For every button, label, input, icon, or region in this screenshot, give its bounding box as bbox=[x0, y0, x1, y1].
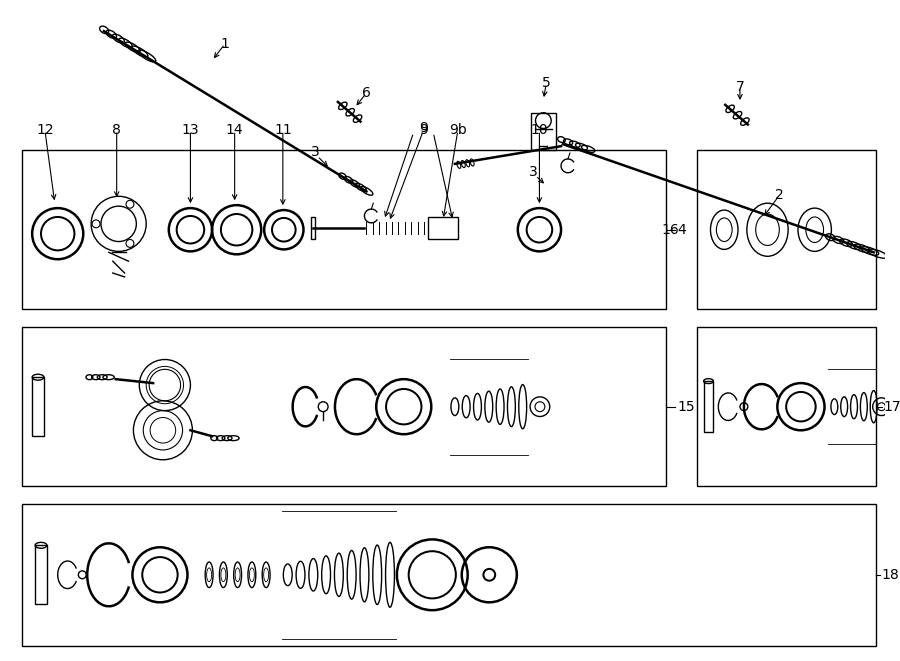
Text: 3: 3 bbox=[529, 165, 538, 178]
Text: 3: 3 bbox=[310, 145, 320, 159]
Bar bbox=[22, 327, 666, 486]
Bar bbox=[697, 327, 876, 486]
Bar bbox=[531, 113, 556, 150]
Bar bbox=[428, 217, 458, 239]
Bar bbox=[311, 217, 315, 239]
Bar bbox=[35, 545, 47, 604]
Text: 9: 9 bbox=[419, 124, 428, 137]
Text: 11: 11 bbox=[274, 124, 292, 137]
Text: 8: 8 bbox=[112, 124, 122, 137]
Text: 5: 5 bbox=[542, 76, 551, 91]
Text: 18: 18 bbox=[881, 568, 899, 582]
Text: 13: 13 bbox=[182, 124, 199, 137]
Text: 16: 16 bbox=[662, 223, 679, 237]
Bar bbox=[22, 504, 876, 646]
Text: 12: 12 bbox=[36, 124, 54, 137]
Text: 4: 4 bbox=[677, 223, 686, 237]
Bar bbox=[704, 381, 714, 432]
Text: 14: 14 bbox=[226, 124, 244, 137]
Text: 6: 6 bbox=[362, 86, 371, 100]
Text: 10: 10 bbox=[531, 124, 548, 137]
Text: 15: 15 bbox=[677, 400, 695, 414]
Text: 2: 2 bbox=[775, 188, 784, 202]
Bar bbox=[32, 377, 44, 436]
Bar bbox=[22, 150, 666, 309]
Text: 9: 9 bbox=[419, 122, 428, 136]
Bar bbox=[697, 150, 876, 309]
Text: 17: 17 bbox=[884, 400, 900, 414]
Text: 9b: 9b bbox=[449, 124, 467, 137]
Text: 7: 7 bbox=[735, 80, 744, 94]
Text: 1: 1 bbox=[220, 37, 230, 51]
